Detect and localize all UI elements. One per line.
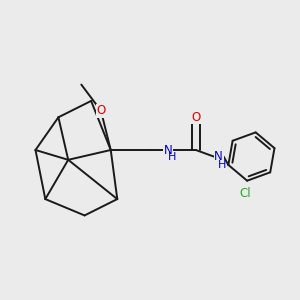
Text: O: O	[191, 111, 200, 124]
Text: Cl: Cl	[240, 187, 251, 200]
Text: H: H	[218, 160, 226, 170]
Text: O: O	[96, 104, 106, 117]
Text: H: H	[168, 152, 176, 162]
Text: N: N	[214, 150, 223, 163]
Text: N: N	[164, 143, 172, 157]
